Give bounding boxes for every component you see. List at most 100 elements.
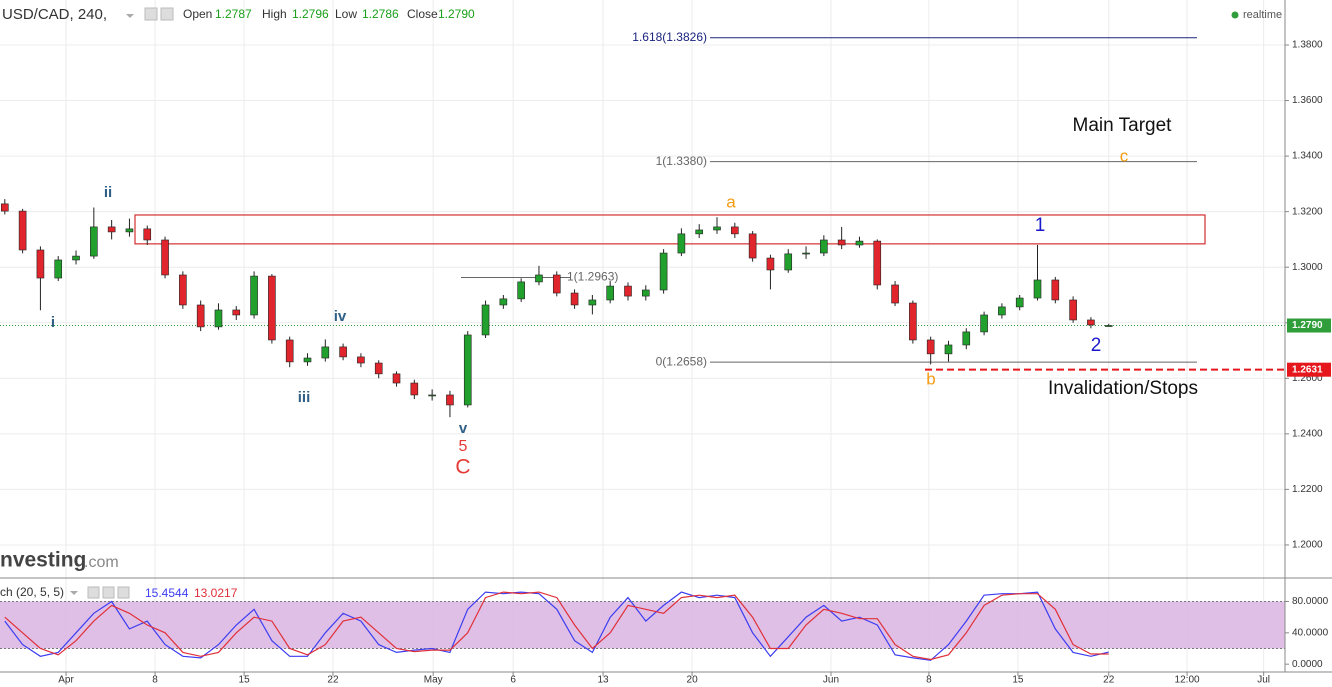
- x-tick-label: 8: [926, 675, 932, 686]
- candle-body: [72, 255, 80, 261]
- price-tag: [1287, 318, 1331, 333]
- y-tick-label: 1.2000: [1292, 540, 1323, 551]
- candle-body: [125, 228, 134, 233]
- candle-body: [374, 362, 383, 375]
- candle-body: [1033, 279, 1042, 299]
- settings-icon[interactable]: [144, 7, 158, 21]
- candle-body: [339, 346, 347, 358]
- fib-label: 1(1.3380): [656, 154, 707, 168]
- dropdown-arrow[interactable]: [70, 591, 78, 595]
- stoch-line: [4, 591, 1109, 661]
- stoch-line: [4, 591, 1109, 661]
- x-tick-label: 22: [327, 675, 339, 686]
- candle-body: [54, 259, 63, 279]
- wave-label: b: [926, 369, 935, 388]
- realtime-label: realtime: [1243, 9, 1282, 21]
- grid-layer: [0, 0, 1285, 672]
- candle-body: [196, 304, 205, 328]
- wave-label: v: [459, 420, 468, 437]
- candle-body: [1069, 299, 1077, 321]
- x-tick-label: 15: [239, 675, 251, 686]
- wave-label: C: [455, 456, 470, 479]
- candle-body: [909, 302, 917, 341]
- x-tick-label: 15: [1012, 675, 1024, 686]
- candle-body: [161, 239, 169, 276]
- wave-label: iii: [298, 389, 311, 406]
- candle-body: [303, 357, 312, 363]
- y-tick-label: 1.3000: [1292, 262, 1323, 273]
- candle-body: [695, 229, 704, 235]
- ohlc-name: Close: [407, 7, 438, 21]
- annotation: Invalidation/Stops: [1048, 378, 1198, 399]
- candle-body: [659, 252, 668, 291]
- wave-label: 1: [1035, 215, 1046, 236]
- candle-body: [855, 240, 864, 246]
- symbol-title: USD/CAD, 240,: [2, 6, 107, 23]
- x-tick-label: Apr: [58, 675, 74, 686]
- candle-body: [962, 331, 971, 346]
- candle-body: [1087, 319, 1095, 326]
- candle-body: [428, 394, 436, 397]
- candle-body: [552, 274, 561, 294]
- candle-body: [1104, 325, 1113, 327]
- stoch-reading: 15.4544: [145, 586, 189, 600]
- y-tick-label: 1.3200: [1292, 206, 1323, 217]
- wave-label: 2: [1091, 335, 1102, 356]
- dropdown-arrow[interactable]: [126, 14, 134, 18]
- x-tick-label: 12:00: [1175, 675, 1200, 686]
- candle-body: [517, 281, 525, 300]
- candle-body: [18, 210, 27, 251]
- x-tick-label: 6: [510, 675, 516, 686]
- x-tick-label: 22: [1103, 675, 1115, 686]
- ohlc-value: 1.2786: [362, 7, 399, 21]
- candle-body: [766, 257, 775, 271]
- candle-body: [873, 240, 882, 286]
- ohlc-name: Open: [183, 7, 212, 21]
- candle-body: [250, 275, 258, 316]
- close-icon[interactable]: [117, 586, 130, 599]
- fib-label: 0(1.2658): [656, 354, 707, 368]
- ohlc-value: 1.2790: [438, 7, 475, 21]
- watermark: nvesting: [0, 549, 86, 572]
- close-icon[interactable]: [160, 7, 174, 21]
- candle-body: [535, 274, 543, 283]
- y-tick-label: 1.3400: [1292, 151, 1323, 162]
- candle-body: [1, 203, 9, 212]
- watermark-suffix: .com: [84, 554, 119, 571]
- candle-body: [499, 298, 508, 306]
- candle-body: [179, 274, 187, 306]
- candle-body: [926, 339, 935, 355]
- wave-label: 5: [459, 438, 468, 455]
- candle-body: [446, 394, 454, 406]
- x-tick-label: Jul: [1257, 675, 1270, 686]
- candle-body: [588, 299, 597, 306]
- y-tick-label: 1.2400: [1292, 428, 1323, 439]
- candle-body: [570, 292, 579, 306]
- indicator-title: ch (20, 5, 5): [0, 585, 64, 599]
- candle-body: [748, 233, 757, 259]
- x-tick-label: 8: [152, 675, 158, 686]
- candle-body: [677, 233, 686, 254]
- hide-icon[interactable]: [102, 586, 115, 599]
- y-tick-label: 80.0000: [1292, 596, 1329, 607]
- y-tick-label: 40.0000: [1292, 627, 1329, 638]
- wave-label: iv: [334, 308, 347, 325]
- ohlc-name: Low: [335, 7, 357, 21]
- candle-body: [143, 228, 152, 241]
- candle-body: [998, 306, 1006, 316]
- x-tick-label: May: [424, 675, 443, 686]
- wave-label: a: [726, 192, 736, 211]
- price-tag: [1287, 362, 1331, 377]
- candle-body: [641, 289, 650, 297]
- settings-icon[interactable]: [87, 586, 100, 599]
- candle-body: [820, 239, 828, 254]
- stoch-reading: 13.0217: [194, 586, 238, 600]
- candle-body: [321, 346, 330, 359]
- candle-body: [285, 339, 294, 363]
- candle-body: [463, 334, 472, 406]
- price-tag-label: 1.2790: [1292, 320, 1323, 331]
- candle-body: [214, 309, 223, 328]
- candle-body: [1015, 297, 1024, 308]
- price-tag-label: 1.2631: [1292, 364, 1323, 375]
